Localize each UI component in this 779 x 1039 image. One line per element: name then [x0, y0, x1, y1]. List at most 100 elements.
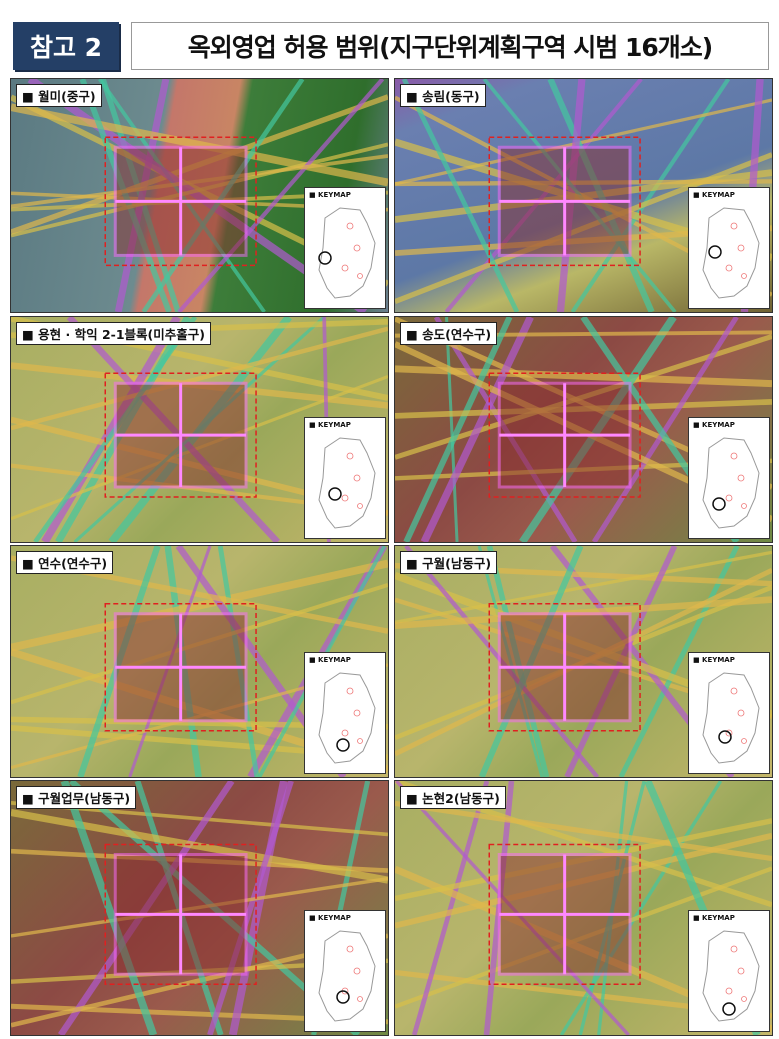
district-boundary — [104, 136, 257, 267]
district-spot — [341, 494, 349, 502]
map-image — [11, 317, 388, 542]
keymap: ■ KEYMAP — [688, 652, 770, 774]
district-boundary — [488, 372, 641, 498]
reference-badge: 참고 2 — [13, 22, 119, 70]
keymap-label: ■ KEYMAP — [693, 656, 735, 664]
location-marker — [712, 497, 726, 511]
map-panel: ■ 송도(연수구) ■ KEYMAP — [394, 316, 773, 543]
keymap: ■ KEYMAP — [304, 910, 386, 1032]
keymap-outline — [318, 930, 376, 1022]
district-spot — [341, 729, 349, 737]
location-marker — [718, 730, 732, 744]
keymap: ■ KEYMAP — [304, 652, 386, 774]
location-marker — [318, 251, 332, 265]
keymap-outline — [318, 207, 376, 299]
district-spot — [730, 687, 738, 695]
district-spot — [741, 503, 747, 509]
city-outline — [702, 207, 760, 299]
road — [420, 317, 534, 542]
road — [618, 546, 740, 777]
map-panel: ■ 구월(남동구) ■ KEYMAP — [394, 545, 773, 778]
map-panel: ■ 용현 · 학익 2-1블록(미추홀구) ■ KEYMAP — [10, 316, 389, 543]
map-panel: ■ 논현2(남동구) ■ KEYMAP — [394, 780, 773, 1036]
panel-label: ■ 구월(남동구) — [400, 551, 498, 574]
road — [591, 317, 739, 542]
district-spot — [353, 967, 361, 975]
road — [411, 781, 490, 1035]
keymap-label: ■ KEYMAP — [309, 656, 351, 664]
district-spot — [730, 945, 738, 953]
district-boundary — [104, 843, 257, 985]
road — [401, 79, 520, 312]
district-spot — [725, 729, 733, 737]
panel-label: ■ 송도(연수구) — [400, 322, 498, 345]
district-spot — [725, 264, 733, 272]
road — [207, 781, 294, 1035]
keymap: ■ KEYMAP — [304, 417, 386, 539]
district-boundary — [104, 372, 257, 498]
road — [11, 559, 388, 652]
district-spot — [737, 244, 745, 252]
map-panel: ■ 송림(동구) ■ KEYMAP — [394, 78, 773, 313]
keymap-outline — [702, 930, 760, 1022]
district-spot — [725, 987, 733, 995]
road — [11, 326, 388, 431]
district-spot — [741, 738, 747, 744]
road — [395, 800, 772, 862]
location-marker — [722, 1002, 736, 1016]
district-spot — [346, 222, 354, 230]
keymap-outline — [702, 672, 760, 764]
location-marker — [708, 245, 722, 259]
district-boundary — [488, 843, 641, 985]
district-boundary — [488, 603, 641, 732]
district-spot — [346, 452, 354, 460]
district-spot — [730, 222, 738, 230]
keymap-label: ■ KEYMAP — [693, 191, 735, 199]
city-outline — [702, 930, 760, 1022]
map-panel: ■ 월미(중구) ■ KEYMAP — [10, 78, 389, 313]
city-outline — [702, 672, 760, 764]
panel-label: ■ 구월업무(남동구) — [16, 786, 137, 809]
district-boundary — [104, 603, 257, 732]
road — [403, 317, 513, 542]
city-outline — [318, 207, 376, 299]
keymap-label: ■ KEYMAP — [693, 914, 735, 922]
keymap-outline — [318, 437, 376, 529]
district-spot — [737, 709, 745, 717]
location-marker — [328, 487, 342, 501]
city-outline — [702, 437, 760, 529]
district-spot — [341, 264, 349, 272]
keymap-label: ■ KEYMAP — [309, 914, 351, 922]
city-outline — [318, 672, 376, 764]
keymap-outline — [702, 437, 760, 529]
panel-label: ■ 용현 · 학익 2-1블록(미추홀구) — [16, 322, 211, 345]
map-image — [395, 317, 772, 542]
district-spot — [737, 967, 745, 975]
keymap-label: ■ KEYMAP — [309, 421, 351, 429]
district-spot — [357, 503, 363, 509]
district-spot — [357, 738, 363, 744]
location-marker — [336, 990, 350, 1004]
map-panel: ■ 구월업무(남동구) ■ KEYMAP — [10, 780, 389, 1036]
road — [445, 317, 459, 542]
district-spot — [357, 273, 363, 279]
district-spot — [346, 687, 354, 695]
panel-label: ■ 논현2(남동구) — [400, 786, 506, 809]
district-spot — [737, 474, 745, 482]
district-spot — [346, 945, 354, 953]
keymap: ■ KEYMAP — [304, 187, 386, 309]
district-spot — [357, 996, 363, 1002]
road — [395, 98, 772, 186]
panel-label: ■ 연수(연수구) — [16, 551, 114, 574]
district-spot — [725, 494, 733, 502]
panel-label: ■ 월미(중구) — [16, 84, 102, 107]
location-marker — [336, 738, 350, 752]
keymap: ■ KEYMAP — [688, 187, 770, 309]
road — [41, 317, 181, 542]
road — [177, 79, 385, 312]
page-title: 옥외영업 허용 범위(지구단위계획구역 시범 16개소) — [131, 22, 769, 70]
district-boundary — [488, 136, 641, 267]
district-spot — [741, 996, 747, 1002]
keymap-outline — [318, 672, 376, 764]
keymap: ■ KEYMAP — [688, 417, 770, 539]
